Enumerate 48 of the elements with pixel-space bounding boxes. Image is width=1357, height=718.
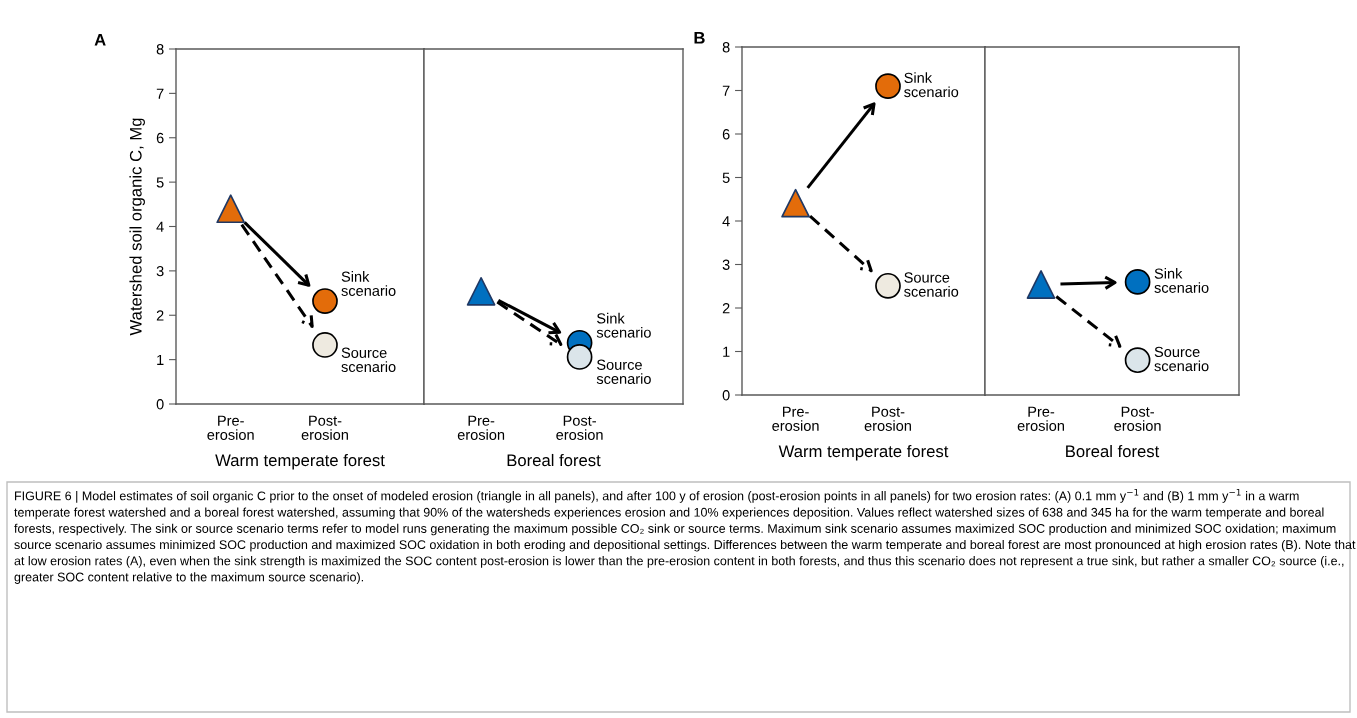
x-tick-label: Pre- erosion [1017,406,1064,431]
chart-title: A [94,34,106,46]
y-tick-label: 4 [722,216,730,227]
series-label: Source scenario [596,359,651,385]
series-label: Sink scenario [1154,268,1209,293]
series-label: Source scenario [1154,346,1209,372]
x-axis-title: Warm temperate forest [215,453,385,470]
x-tick-label: Post- erosion [556,415,603,440]
series-label: Source scenario [904,272,959,297]
y-tick-label: 6 [156,132,164,144]
x-axis-title: Warm temperate forest [778,444,949,461]
x-axis-title: Boreal forest [1066,444,1160,458]
y-tick-label: 1 [157,354,164,365]
y-tick-label: 8 [156,44,164,55]
x-tick-label: Post- erosion [864,406,911,431]
y-tick-label: 3 [156,265,164,277]
y-tick-label: 6 [722,129,730,140]
x-tick-label: Pre- erosion [207,415,254,440]
y-tick-label: 2 [722,303,730,314]
y-tick-label: 7 [722,85,730,96]
legend-label: Sink scenario [341,271,396,296]
point [781,188,810,218]
y-tick-label: 5 [722,172,730,183]
y-tick-label: 3 [722,259,730,270]
y-tick-label: 2 [156,310,164,321]
text: FIGURE 6 | Model estimates of soil organic C prior to the onset of modeled erosion (triangle in all panels), and after 100 y of erosion (post-erosion points in all panels) for two erosion rates: (A) 0.1 mm y$^{−1}$ and (B) 1 mm y$^{−1}$ in a warm temperate forest watershed and a boreal forest watershed, assuming that 90% of the watersheds experiences erosion and 10% experiences deposition. Values reflect watershed sizes of 638 and 345 ha for the warm temperate and boreal forests, respectively. The sink or source scenario terms refer to model runs generating the maximum possible CO₂ sink or source terms. Maximum sink scenario assumes maximized SOC production and minimized SOC oxidation; maximum source scenario assumes minimized SOC production and maximized SOC oxidation in both eroding and depositional settings. Differences between the warm temperate and boreal forest are most pronounced at high erosion rates (B). Note that at low erosion rates (A), even when the sink strength is maximized the SOC content post-erosion is lower than the pre-erosion content in both forests, and thus this scenario does not represent a true sink, but rather a smaller CO₂ source (i.e., greater SOC content relative to the maximum source scenario). [14,489,1356,584]
point [216,194,246,224]
x-tick-label: Post- erosion [301,415,348,440]
x-axis-title: Boreal forest [507,453,601,467]
y-tick-label: 0 [722,390,730,401]
y-tick-label: 5 [156,177,164,188]
x-tick-label: Post- erosion [1114,406,1161,431]
y-tick-label: 0 [156,399,164,410]
chart-title: B [694,32,705,44]
y-tick-label: 4 [156,221,164,232]
series-label: Sink scenario [596,312,651,338]
point [875,272,901,299]
point [875,73,901,100]
y-axis-title: Watershed soil organic C, Mg [129,118,145,336]
x-tick-label: Pre- erosion [772,406,819,431]
point [312,288,338,314]
series-label: Source scenario [341,347,396,373]
y-tick-label: 7 [156,88,164,99]
y-tick-label: 1 [723,346,730,357]
y-tick-label: 8 [722,42,730,53]
x-tick-label: Pre- erosion [457,415,505,440]
series-label: Sink scenario [904,72,959,98]
point [312,332,338,358]
